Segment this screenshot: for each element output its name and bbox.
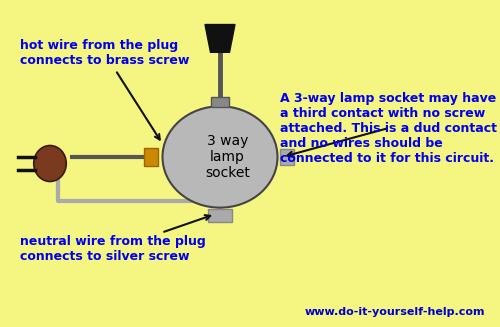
Text: 3 way
lamp
socket: 3 way lamp socket <box>205 134 250 180</box>
Text: www.do-it-yourself-help.com: www.do-it-yourself-help.com <box>304 307 485 317</box>
Polygon shape <box>205 25 235 52</box>
FancyBboxPatch shape <box>208 209 232 222</box>
Text: neutral wire from the plug
connects to silver screw: neutral wire from the plug connects to s… <box>20 215 210 264</box>
Ellipse shape <box>34 146 66 181</box>
Ellipse shape <box>162 106 278 208</box>
Text: hot wire from the plug
connects to brass screw: hot wire from the plug connects to brass… <box>20 39 190 140</box>
FancyBboxPatch shape <box>280 149 294 165</box>
Text: A 3-way lamp socket may have
a third contact with no screw
attached. This is a d: A 3-way lamp socket may have a third con… <box>280 92 497 164</box>
FancyBboxPatch shape <box>210 97 230 107</box>
FancyBboxPatch shape <box>144 148 158 166</box>
